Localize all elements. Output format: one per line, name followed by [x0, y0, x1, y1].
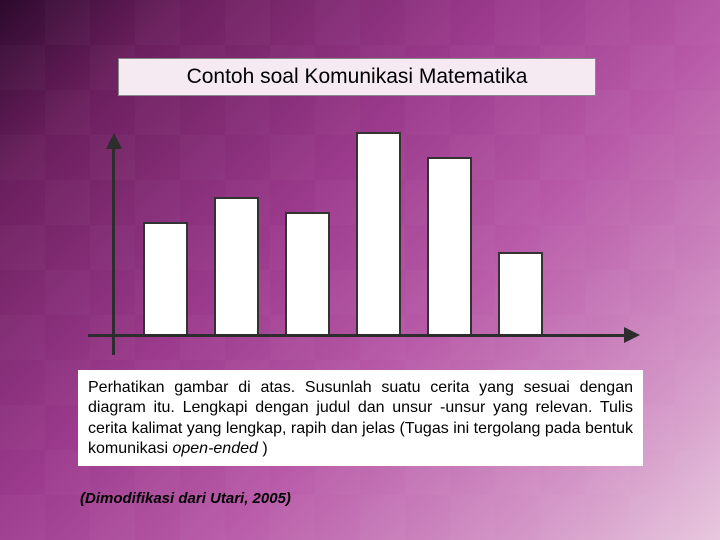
- description-text: Perhatikan gambar di atas. Susunlah suat…: [88, 379, 633, 457]
- bar-2: [214, 197, 259, 337]
- y-axis: [112, 137, 115, 355]
- bar-5: [427, 157, 472, 337]
- bar-4: [356, 132, 401, 337]
- slide-title: Contoh soal Komunikasi Matematika: [118, 58, 596, 96]
- description-after: ): [258, 440, 268, 457]
- bar-6: [498, 252, 543, 337]
- bar-group: [130, 107, 556, 337]
- x-axis: [88, 334, 636, 337]
- bar-chart: [78, 95, 638, 355]
- citation-text: (Dimodifikasi dari Utari, 2005): [80, 490, 291, 507]
- description-box: Perhatikan gambar di atas. Susunlah suat…: [78, 370, 643, 466]
- x-axis-arrow: [624, 327, 640, 343]
- title-text: Contoh soal Komunikasi Matematika: [187, 65, 528, 89]
- y-axis-arrow: [106, 133, 122, 149]
- bar-3: [285, 212, 330, 337]
- description-italic: open-ended: [172, 440, 257, 457]
- bar-1: [143, 222, 188, 337]
